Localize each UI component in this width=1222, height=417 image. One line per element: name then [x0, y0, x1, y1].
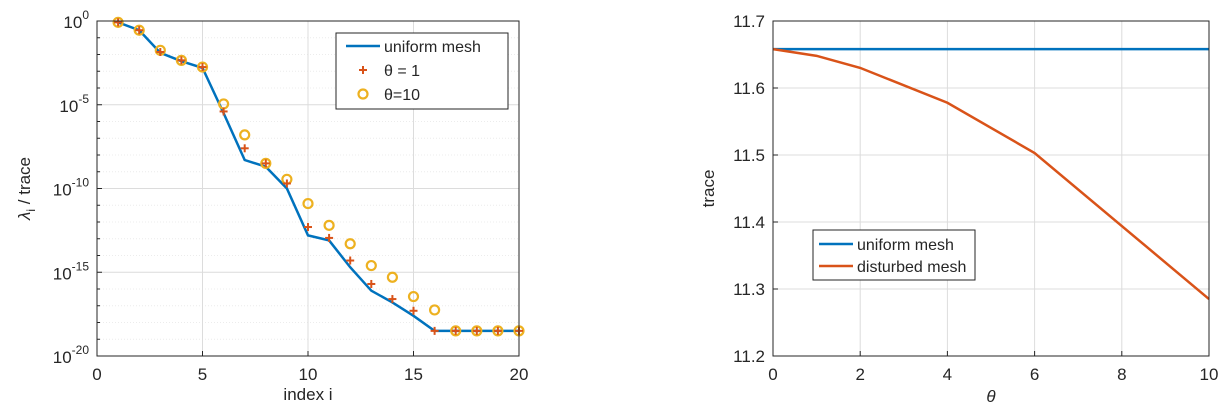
right-grid: [772, 20, 1210, 357]
right-y-tick-label: 11.3: [733, 280, 765, 299]
left-y-tick-label: 10-10: [53, 176, 90, 200]
left-y-tick-label: 10-15: [53, 259, 90, 283]
right-plot-area: [772, 47, 1210, 301]
series-theta10-point: [323, 219, 335, 231]
left-x-axis-label: index i: [283, 385, 332, 404]
series-theta1-point: [346, 256, 355, 265]
series-theta10-point: [239, 129, 251, 141]
right-legend-box: [812, 229, 976, 281]
left-y-axis-label: λi / trace: [15, 157, 38, 221]
left-ticks: 0 5 10 15 20 100 10-5 10-10 10-15 10-20: [53, 8, 529, 384]
right-y-tick-label: 11.7: [733, 12, 765, 31]
right-legend-label: disturbed mesh: [857, 259, 966, 276]
left-legend: uniform mesh θ = 1 θ=10: [335, 32, 509, 110]
series-theta10-point: [175, 54, 187, 66]
series-theta10-point: [260, 157, 272, 169]
series-theta10-point: [344, 238, 356, 250]
series-theta1-point: [451, 326, 460, 335]
series-theta10-point: [471, 325, 483, 337]
eigenvalue-decay-chart: 0 5 10 15 20 100 10-5 10-10 10-15 10-20 index i λ…: [15, 8, 528, 404]
series-theta1-point: [198, 63, 207, 72]
right-legend-label: uniform mesh: [857, 237, 954, 254]
series-disturbed-mesh-line: [772, 47, 1210, 301]
series-theta1-point: [261, 159, 270, 168]
series-theta1-point: [304, 223, 312, 232]
series-theta1-point: [388, 295, 397, 304]
left-x-tick-label: 15: [404, 365, 423, 384]
left-y-tick-label: 10-20: [53, 343, 90, 367]
left-x-tick-label: 5: [198, 365, 207, 384]
right-y-tick-label: 11.2: [733, 347, 765, 366]
series-theta1-point: [114, 18, 123, 27]
left-legend-item: uniform mesh: [346, 39, 481, 56]
right-x-tick-label: 6: [1030, 365, 1039, 384]
left-legend-label: θ=10: [384, 87, 420, 104]
series-theta10-point: [196, 61, 209, 73]
right-x-tick-label: 0: [768, 365, 777, 384]
right-y-tick-label: 11.6: [733, 79, 765, 98]
left-x-tick-label: 0: [92, 365, 101, 384]
series-theta1-point: [493, 326, 502, 335]
series-theta1-point: [156, 47, 165, 56]
series-theta1-point: [219, 107, 228, 116]
left-plot-area: [112, 16, 525, 337]
left-x-tick-label: 20: [510, 365, 529, 384]
left-legend-item: θ=10: [357, 87, 420, 104]
right-legend-item: disturbed mesh: [819, 259, 966, 276]
series-theta1-point: [409, 306, 418, 315]
series-theta10-point: [429, 304, 441, 316]
right-x-tick-label: 8: [1117, 365, 1126, 384]
series-theta10-point: [450, 325, 462, 337]
right-ticks: 0 2 4 6 8 10 11.2 11.3 11.4 11.5 11.6 11.7: [733, 12, 1218, 384]
right-x-tick-label: 10: [1200, 365, 1219, 384]
left-legend-label: θ = 1: [384, 63, 420, 80]
right-axes-frame: [772, 20, 1210, 357]
series-theta1-point: [472, 326, 481, 335]
series-theta1-point: [325, 233, 334, 242]
series-theta1-point: [177, 56, 186, 65]
right-x-tick-label: 2: [855, 365, 864, 384]
left-legend-label: uniform mesh: [384, 39, 481, 56]
series-theta1-point: [240, 144, 249, 153]
right-x-axis-label: θ: [986, 387, 996, 406]
right-y-tick-label: 11.4: [733, 213, 765, 232]
right-legend: uniform mesh disturbed mesh: [812, 229, 976, 281]
left-legend-item: θ = 1: [359, 63, 420, 80]
series-theta1-point: [282, 179, 291, 188]
series-theta1-point: [430, 326, 439, 335]
right-y-tick-label: 11.5: [733, 146, 765, 165]
series-theta10-point: [492, 325, 504, 337]
series-theta10-point: [112, 16, 124, 28]
series-theta10-point: [302, 197, 314, 210]
right-legend-item: uniform mesh: [819, 237, 954, 254]
series-theta10-point: [407, 290, 420, 303]
left-y-tick-label: 10-5: [59, 92, 89, 116]
series-theta10-point: [133, 24, 145, 36]
left-y-tick-label: 100: [63, 8, 89, 32]
left-x-tick-label: 10: [299, 365, 318, 384]
series-theta1-point: [135, 26, 144, 35]
right-x-tick-label: 4: [943, 365, 952, 384]
series-theta10-point: [386, 271, 398, 283]
series-theta1-point: [367, 279, 376, 288]
series-theta10-point: [365, 259, 377, 272]
right-y-axis-label: trace: [699, 170, 718, 208]
